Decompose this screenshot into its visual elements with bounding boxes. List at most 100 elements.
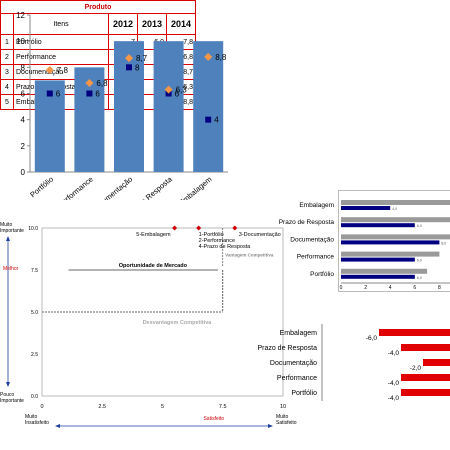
y-tick-label: 7.5 <box>31 268 38 274</box>
navy-bar-0 <box>341 206 391 210</box>
importance-satisfaction-chart: 0.0 2.5 5.0 7.5 10.0 0 2.5 5 7.5 10 Oportunidade d… <box>0 222 297 428</box>
navy-bar-4 <box>341 274 415 279</box>
importance-arrow-head-up <box>6 236 10 241</box>
category-label-0: Embalagem <box>280 330 318 337</box>
advantage-label: Vantagem Competitiva <box>225 253 274 258</box>
y-tick-label: 10 <box>16 37 25 46</box>
diamond-label-3: 6,3 <box>176 86 188 95</box>
x-tick-label: 8 <box>438 285 441 291</box>
navy-bar-3 <box>341 257 415 262</box>
horizontal-chart-category-labels: Embalagem Prazo de Resposta Documentação Pe… <box>279 202 335 278</box>
square-marker-1 <box>86 90 93 97</box>
diamond-label-1: 6,8 <box>96 79 108 88</box>
diamond-marker-4 <box>204 52 213 61</box>
category-label-1: Performance <box>56 175 95 200</box>
bar-2 <box>114 41 144 172</box>
y-tick-label: 10.0 <box>28 226 38 232</box>
y-tick-label: 4 <box>21 116 26 125</box>
satisfaction-arrow-head-left <box>55 424 60 428</box>
grey-bar-2 <box>341 234 450 240</box>
x-tick-label: 7.5 <box>219 404 227 410</box>
x-tick-label: 2 <box>364 285 367 291</box>
square-label-1: 6 <box>95 90 100 99</box>
navy-bar-label-1: 6,0 <box>417 224 422 228</box>
point-label-2: 3-Documentação <box>239 232 281 238</box>
diamond-label-4: 8,8 <box>215 53 227 62</box>
x-tick-label: 2.5 <box>98 404 106 410</box>
x-tick-label: 4 <box>389 285 392 291</box>
square-marker-0 <box>46 90 53 97</box>
grey-bar-0 <box>341 200 450 205</box>
category-label-2: Documentação <box>270 360 317 367</box>
category-label-3: Performance <box>297 254 335 261</box>
square-label-3: 6 <box>175 90 180 99</box>
bar-4 <box>193 41 224 172</box>
category-label-0: Portfólio <box>28 175 55 200</box>
gap-bar-0 <box>379 329 450 336</box>
x-left-label: Muito Insatisfeito <box>25 414 49 426</box>
x-mid-label: Satisfeito <box>203 416 224 422</box>
gap-bar-label-3: -4,0 <box>388 380 400 387</box>
diamond-label-2: 8,7 <box>136 54 148 63</box>
point-label-1: 1-Portfólio 2-Performance 4-Prazo de Respo… <box>199 232 252 250</box>
square-label-4: 4 <box>214 116 219 125</box>
importance-arrow-head-down <box>6 382 10 387</box>
square-label-0: 6 <box>56 90 61 99</box>
square-marker-4 <box>205 116 212 123</box>
gap-bar-4 <box>401 389 450 396</box>
diamond-marker-1 <box>85 79 94 88</box>
gap-bar-1 <box>401 344 450 351</box>
disadvantage-label: Desvantagem Competitiva <box>143 320 213 326</box>
diamond-marker-3 <box>164 85 173 94</box>
grey-bar-4 <box>341 268 428 274</box>
horizontal-comparison-chart: 4,0 6,0 8,0 6,0 6,0 0 2 4 6 8 <box>338 190 450 292</box>
gap-bar-chart: Embalagem -6,0 Prazo de Resposta -4,0 Docume… <box>257 324 450 402</box>
square-label-2: 8 <box>135 63 140 72</box>
opportunity-label: Oportunidade de Mercado <box>119 263 188 269</box>
y-top-label: Muito Importante <box>0 222 24 234</box>
navy-bar-label-2: 8,0 <box>441 241 446 245</box>
navy-bar-label-3: 6,0 <box>417 259 422 263</box>
grey-bar-3 <box>341 251 440 257</box>
y-tick-label: 8 <box>21 63 26 72</box>
y-bottom-label: Pouco Importante <box>0 392 24 404</box>
y-tick-label: 0 <box>21 168 26 177</box>
top-bar-chart: 02468101267,8Portfólio66,8Performance88,… <box>16 11 228 200</box>
point-label-0: 5-Embalagem <box>136 232 171 238</box>
x-tick-label: 0 <box>40 404 43 410</box>
gap-bar-2 <box>423 359 450 366</box>
gap-bar-label-4: -4,0 <box>388 395 400 402</box>
better-label: Melhor <box>3 266 19 272</box>
navy-bar-label-0: 4,0 <box>392 207 397 211</box>
category-label-1: Prazo de Resposta <box>257 345 317 352</box>
square-marker-2 <box>126 64 132 71</box>
y-tick-label: 12 <box>16 11 25 20</box>
point-marker-2 <box>232 225 238 231</box>
category-label-1: Prazo de Resposta <box>279 219 335 226</box>
diamond-marker-0 <box>45 65 54 74</box>
category-label-3: Performance <box>277 375 317 382</box>
gap-bar-label-0: -6,0 <box>366 335 378 342</box>
grey-bar-1 <box>341 217 450 223</box>
x-tick-label: 10 <box>280 404 286 410</box>
y-tick-label: 0.0 <box>31 394 38 400</box>
navy-bar-2 <box>341 240 440 245</box>
navy-bar-1 <box>341 223 415 228</box>
bar-3 <box>153 41 184 172</box>
gap-bar-3 <box>401 374 450 381</box>
y-tick-label: 2.5 <box>31 352 38 358</box>
diamond-marker-2 <box>125 54 133 63</box>
category-label-2: Documentação <box>290 236 334 243</box>
x-tick-label: 0 <box>340 285 343 291</box>
navy-bar-label-4: 6,0 <box>417 276 422 280</box>
category-label-4: Embalagem <box>177 175 213 200</box>
x-tick-label: 6 <box>413 285 416 291</box>
y-tick-label: 6 <box>21 90 26 99</box>
y-tick-label: 2 <box>21 142 26 151</box>
category-label-4: Portfólio <box>291 390 317 397</box>
category-label-0: Embalagem <box>299 202 334 209</box>
point-marker-0 <box>172 225 178 231</box>
satisfaction-arrow-head-right <box>268 424 273 428</box>
x-tick-label: 5 <box>161 404 164 410</box>
x-right-label: Muito Satisfeito <box>276 414 297 426</box>
